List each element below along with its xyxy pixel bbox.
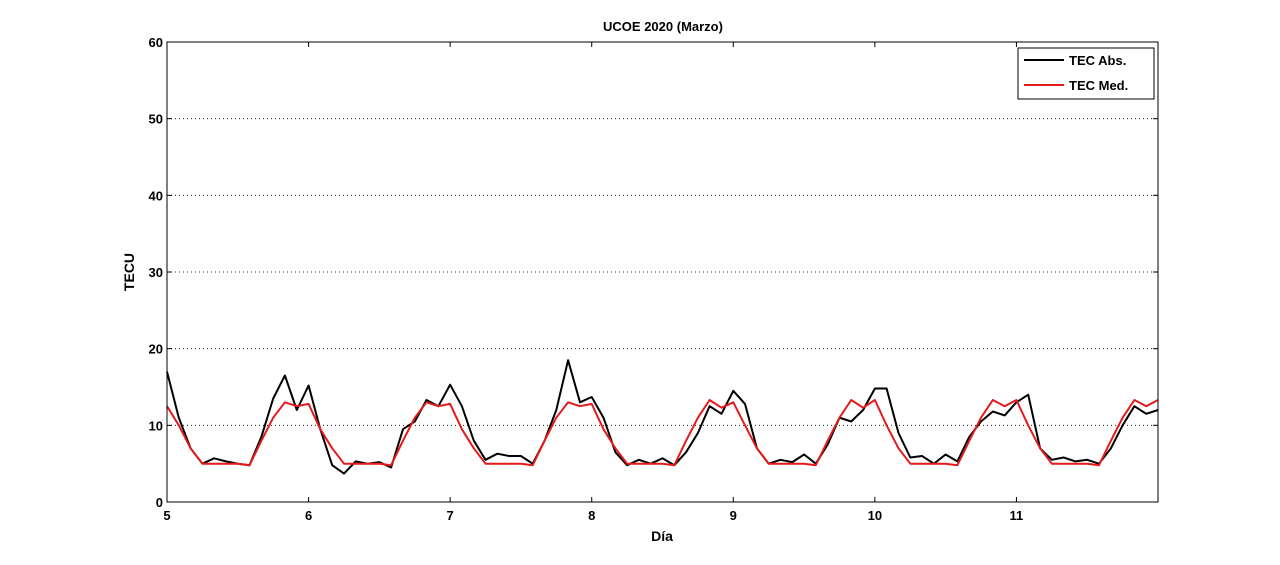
chart-title: UCOE 2020 (Marzo) bbox=[603, 19, 723, 34]
x-tick-label: 5 bbox=[163, 508, 170, 523]
y-axis-label: TECU bbox=[121, 253, 137, 291]
legend-box bbox=[1017, 47, 1155, 100]
series-lines bbox=[166, 359, 1159, 475]
y-tick-label: 60 bbox=[149, 35, 163, 50]
y-tick-label: 0 bbox=[156, 495, 163, 510]
series-line-tec-abs bbox=[166, 359, 1159, 475]
x-axis-ticks: 5 6 7 8 9 10 11 bbox=[163, 42, 1023, 523]
legend: TEC Abs. TEC Med. bbox=[1017, 47, 1155, 100]
x-tick-label: 11 bbox=[1010, 508, 1024, 523]
y-axis-ticks: 0 10 20 30 40 50 60 bbox=[149, 35, 1158, 510]
y-tick-label: 40 bbox=[149, 188, 163, 203]
x-tick-label: 10 bbox=[868, 508, 882, 523]
legend-label-tec-abs: TEC Abs. bbox=[1069, 53, 1126, 68]
y-tick-label: 30 bbox=[149, 265, 163, 280]
x-tick-label: 6 bbox=[305, 508, 312, 523]
x-axis-label: Día bbox=[651, 528, 673, 544]
y-tick-label: 50 bbox=[149, 112, 163, 127]
plot-frame bbox=[166, 41, 1159, 503]
y-tick-label: 20 bbox=[149, 342, 163, 357]
gridlines bbox=[167, 118, 1158, 426]
series-line-tec-med bbox=[166, 399, 1159, 467]
x-tick-label: 9 bbox=[730, 508, 737, 523]
x-tick-label: 7 bbox=[447, 508, 454, 523]
y-tick-label: 10 bbox=[149, 418, 163, 433]
x-tick-label: 8 bbox=[588, 508, 595, 523]
legend-label-tec-med: TEC Med. bbox=[1069, 78, 1128, 93]
